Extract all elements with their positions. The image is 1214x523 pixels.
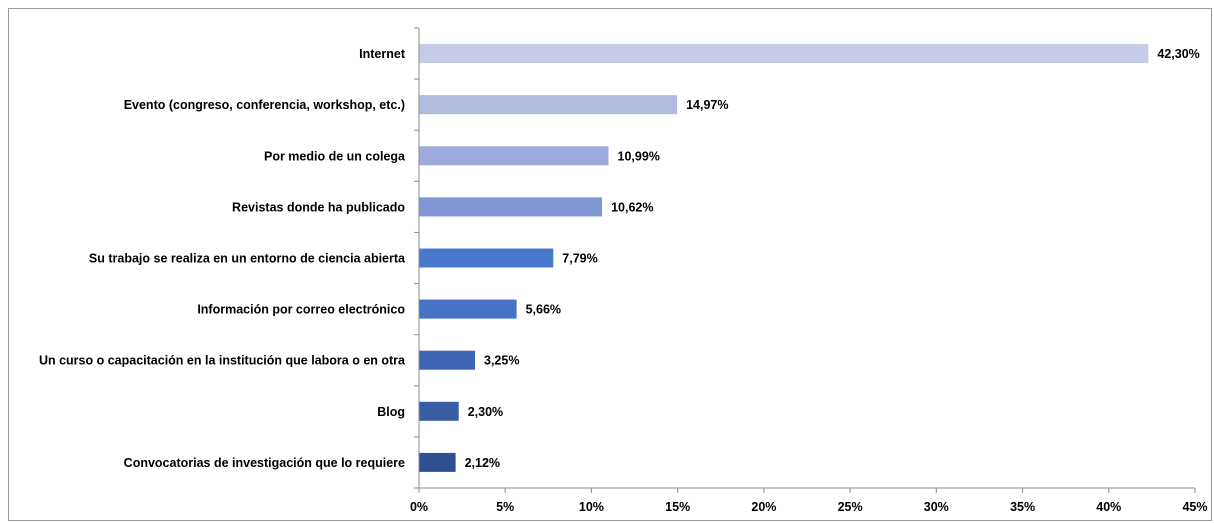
category-label: Su trabajo se realiza en un entorno de c… (89, 252, 406, 266)
data-label: 14,97% (686, 98, 728, 112)
bar (419, 197, 603, 217)
x-tick-label: 30% (924, 500, 949, 514)
x-tick-label: 20% (751, 500, 776, 514)
category-label: Por medio de un colega (264, 149, 406, 163)
x-tick-label: 10% (579, 500, 604, 514)
data-label: 10,99% (618, 149, 660, 163)
bars-group (419, 44, 1149, 472)
bar (419, 350, 475, 370)
x-tick-label: 45% (1182, 500, 1207, 514)
x-tick-label: 0% (410, 500, 428, 514)
x-tick-label: 25% (838, 500, 863, 514)
bar (419, 44, 1149, 64)
bar (419, 401, 459, 421)
data-label: 2,12% (465, 456, 500, 470)
x-tick-label: 5% (496, 500, 514, 514)
x-tick-label: 15% (665, 500, 690, 514)
data-label: 10,62% (611, 200, 653, 214)
bar (419, 452, 456, 472)
category-label: Información por correo electrónico (197, 303, 405, 317)
bar (419, 299, 517, 319)
bar (419, 146, 609, 166)
data-label: 3,25% (484, 354, 519, 368)
bar (419, 95, 678, 115)
bar (419, 248, 554, 268)
category-label: Convocatorias de investigación que lo re… (124, 456, 405, 470)
x-tick-label: 40% (1096, 500, 1121, 514)
axes-group (414, 27, 1196, 493)
chart-frame (8, 8, 1212, 521)
data-label: 42,30% (1157, 47, 1199, 61)
category-label: Evento (congreso, conferencia, workshop,… (124, 98, 405, 112)
data-label: 7,79% (562, 252, 597, 266)
category-label: Blog (377, 405, 405, 419)
category-label: Internet (359, 47, 406, 61)
category-label: Un curso o capacitación en la institució… (39, 354, 406, 368)
category-label: Revistas donde ha publicado (232, 200, 405, 214)
data-label: 5,66% (526, 303, 561, 317)
labels-group: Internet 42,30% Evento (congreso, conferen… (39, 47, 1208, 514)
x-tick-label: 35% (1010, 500, 1035, 514)
data-label: 2,30% (468, 405, 503, 419)
